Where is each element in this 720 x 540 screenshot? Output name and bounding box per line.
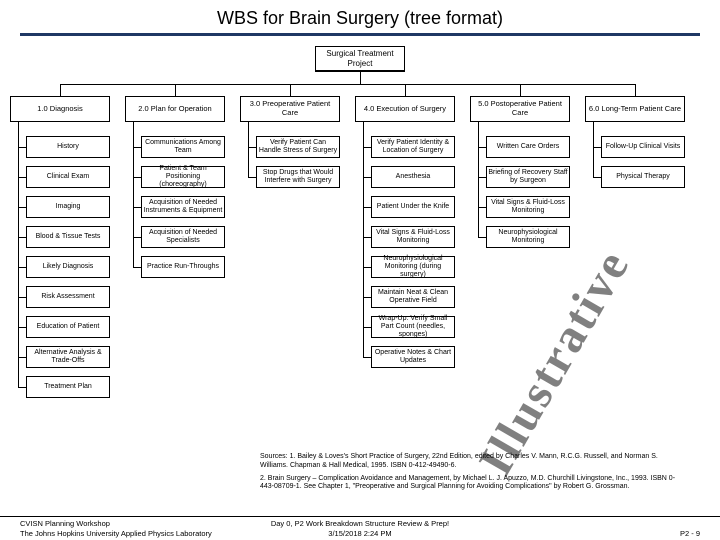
connector-phase-2 [290,84,291,96]
tick-0-6 [18,327,26,328]
task-node-4-3: Neurophysiological Monitoring [486,226,570,248]
tick-0-2 [18,207,26,208]
tick-1-1 [133,177,141,178]
tick-3-0 [363,147,371,148]
task-node-2-0: Verify Patient Can Handle Stress of Surg… [256,136,340,158]
task-node-3-3: Vital Signs & Fluid-Loss Monitoring [371,226,455,248]
tick-0-5 [18,297,26,298]
task-node-2-1: Stop Drugs that Would Interfere with Sur… [256,166,340,188]
tick-1-0 [133,147,141,148]
tick-3-1 [363,177,371,178]
tick-3-4 [363,267,371,268]
tick-0-1 [18,177,26,178]
task-node-0-0: History [26,136,110,158]
task-node-3-0: Verify Patient Identity & Location of Su… [371,136,455,158]
connector-root-down [360,72,361,84]
task-node-1-0: Communications Among Team [141,136,225,158]
connector-bus [60,84,635,85]
source-2: 2. Brain Surgery – Complication Avoidanc… [260,475,680,493]
task-node-4-1: Briefing of Recovery Staff by Surgeon [486,166,570,188]
task-node-3-7: Operative Notes & Chart Updates [371,346,455,368]
task-node-1-1: Patient & Team Positioning (choreography… [141,166,225,188]
tick-0-7 [18,357,26,358]
task-node-0-8: Treatment Plan [26,376,110,398]
tick-0-3 [18,237,26,238]
stem-1 [133,122,134,267]
phase-node-2: 3.0 Preoperative Patient Care [240,96,340,122]
task-node-5-1: Physical Therapy [601,166,685,188]
task-node-3-6: Wrap-Up: Verify Small Part Count (needle… [371,316,455,338]
stem-3 [363,122,364,357]
tick-4-1 [478,177,486,178]
task-node-3-1: Anesthesia [371,166,455,188]
connector-phase-1 [175,84,176,96]
task-node-0-4: Likely Diagnosis [26,256,110,278]
phase-node-1: 2.0 Plan for Operation [125,96,225,122]
title-underline [20,33,700,36]
tick-3-2 [363,207,371,208]
sources-heading: Sources: [260,453,288,460]
task-node-4-0: Written Care Orders [486,136,570,158]
footer-center-1: Day 0, P2 Work Breakdown Structure Revie… [247,519,474,528]
phase-node-5: 6.0 Long-Term Patient Care [585,96,685,122]
task-node-3-2: Patient Under the Knife [371,196,455,218]
footer-center-2: 3/15/2018 2:24 PM [247,529,474,538]
tick-1-2 [133,207,141,208]
stem-0 [18,122,19,387]
connector-phase-4 [520,84,521,96]
sources-block: Sources: 1. Bailey & Loves's Short Pract… [260,453,680,496]
task-node-4-2: Vital Signs & Fluid-Loss Monitoring [486,196,570,218]
root-node: Surgical Treatment Project [315,46,405,72]
stem-4 [478,122,479,237]
task-node-0-2: Imaging [26,196,110,218]
task-node-1-4: Practice Run-Throughs [141,256,225,278]
task-node-0-3: Blood & Tissue Tests [26,226,110,248]
connector-phase-3 [405,84,406,96]
phase-node-3: 4.0 Execution of Surgery [355,96,455,122]
task-node-1-3: Acquisition of Needed Specialists [141,226,225,248]
task-node-5-0: Follow-Up Clinical Visits [601,136,685,158]
tick-3-5 [363,297,371,298]
tick-0-4 [18,267,26,268]
connector-phase-5 [635,84,636,96]
footer-left-1: CVISN Planning Workshop [20,519,247,528]
phase-node-0: 1.0 Diagnosis [10,96,110,122]
tick-1-4 [133,267,141,268]
tick-4-0 [478,147,486,148]
tick-5-1 [593,177,601,178]
task-node-0-6: Education of Patient [26,316,110,338]
footer-left-2: The Johns Hopkins University Applied Phy… [20,529,247,538]
tick-3-7 [363,357,371,358]
task-node-1-2: Acquisition of Needed Instruments & Equi… [141,196,225,218]
tick-2-0 [248,147,256,148]
task-node-3-4: Neurophysiological Monitoring (during su… [371,256,455,278]
tick-4-2 [478,207,486,208]
stem-5 [593,122,594,177]
source-1: 1. Bailey & Loves's Short Practice of Su… [260,453,658,469]
tick-5-0 [593,147,601,148]
task-node-0-5: Risk Assessment [26,286,110,308]
stem-2 [248,122,249,177]
tick-1-3 [133,237,141,238]
tick-2-1 [248,177,256,178]
footer-right-2: P2 - 9 [473,529,700,538]
footer-right-1 [473,519,700,528]
connector-phase-0 [60,84,61,96]
tick-0-0 [18,147,26,148]
tick-3-6 [363,327,371,328]
slide-title: WBS for Brain Surgery (tree format) [0,0,720,33]
task-node-0-1: Clinical Exam [26,166,110,188]
phase-node-4: 5.0 Postoperative Patient Care [470,96,570,122]
tick-3-3 [363,237,371,238]
tick-0-8 [18,387,26,388]
tick-4-3 [478,237,486,238]
wbs-tree: Surgical Treatment Project 1.0 Diagnosis 2… [10,46,710,476]
task-node-0-7: Alternative Analysis & Trade-Offs [26,346,110,368]
slide-footer: CVISN Planning Workshop Day 0, P2 Work B… [0,516,720,540]
task-node-3-5: Maintain Neat & Clean Operative Field [371,286,455,308]
